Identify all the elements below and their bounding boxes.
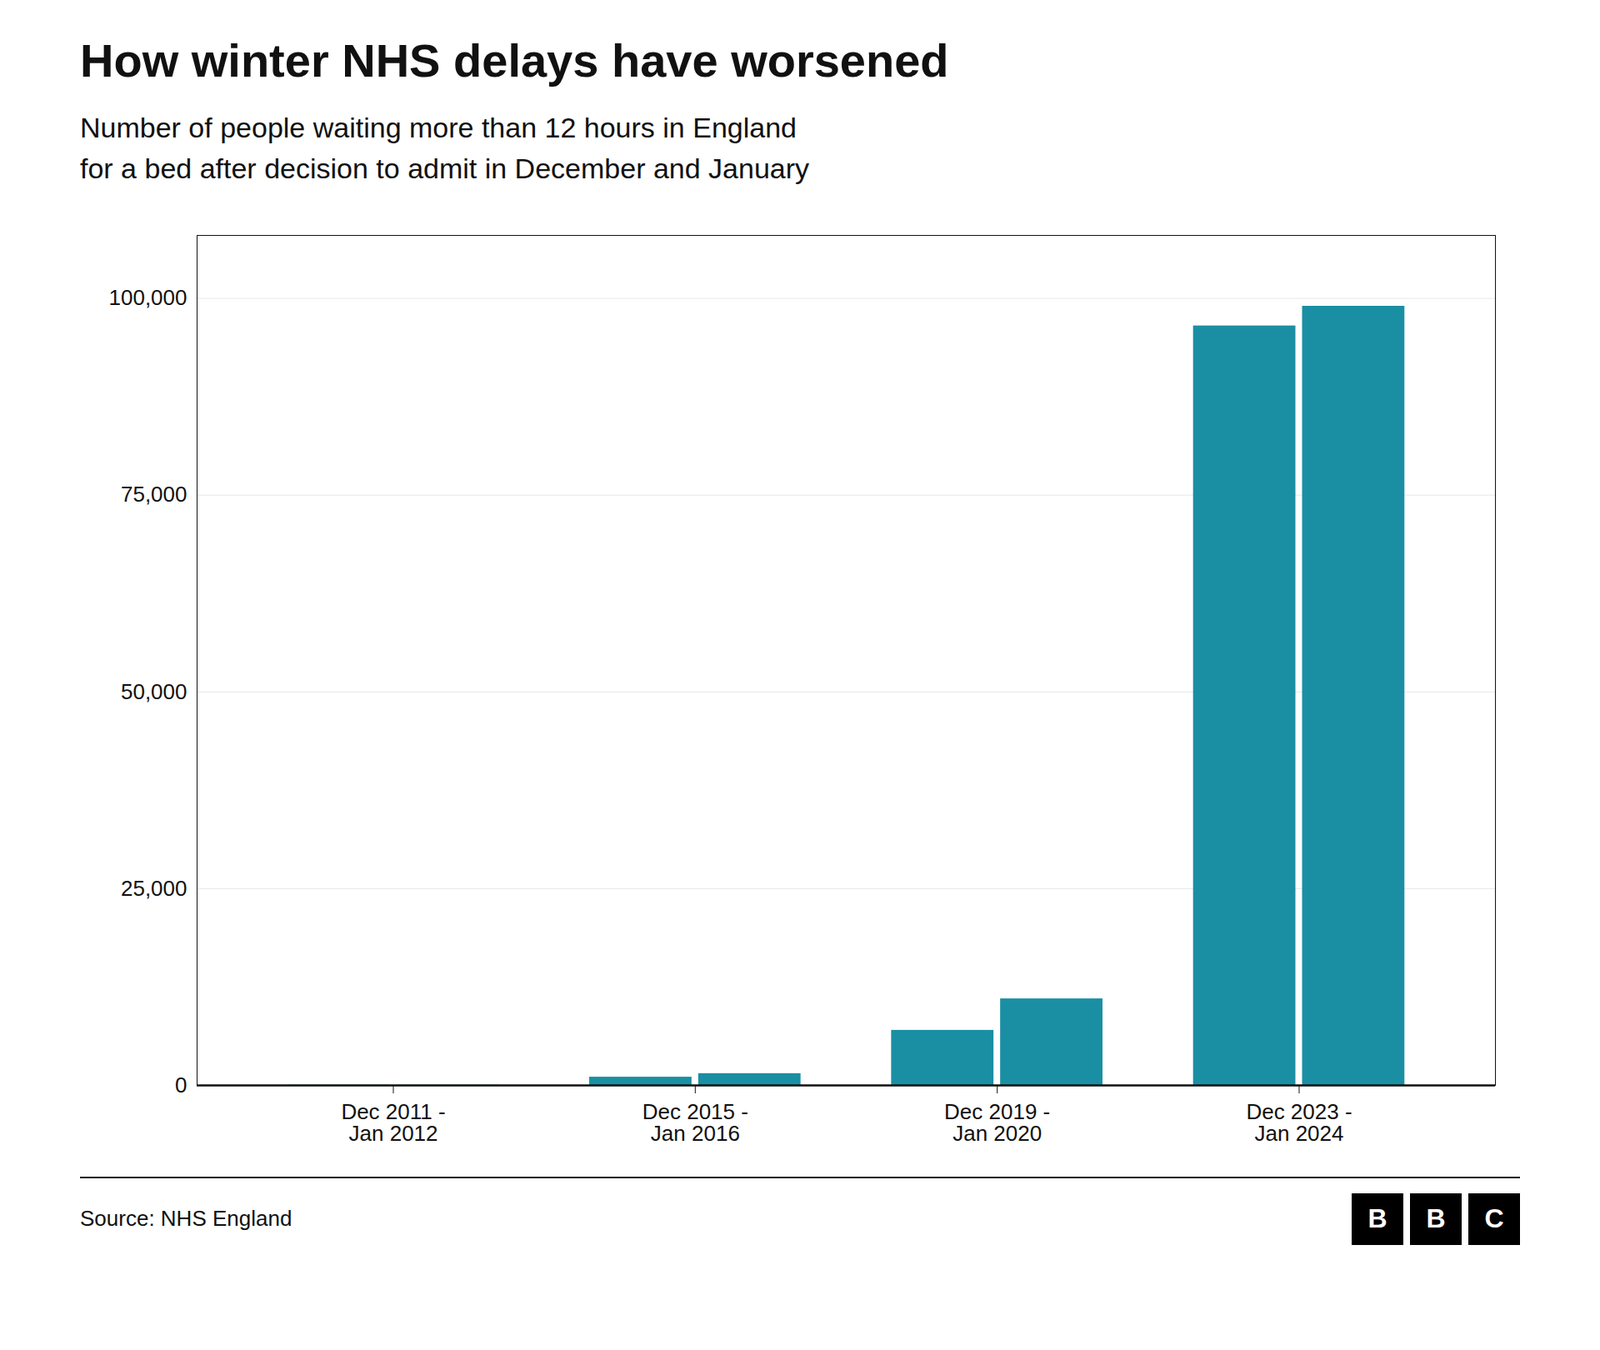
svg-text:50,000: 50,000 [120,678,188,704]
svg-text:Dec 2019 -Jan 2020: Dec 2019 -Jan 2020 [944,1099,1050,1146]
svg-text:75,000: 75,000 [120,481,188,507]
svg-text:Dec 2011 -Jan 2012: Dec 2011 -Jan 2012 [340,1099,445,1146]
svg-text:Dec 2015 -Jan 2016: Dec 2015 -Jan 2016 [642,1099,749,1146]
svg-text:Dec 2023 -Jan 2024: Dec 2023 -Jan 2024 [1245,1099,1352,1146]
html-text:B: B [1426,1203,1446,1234]
html-text:Source: NHS England: Source: NHS England [80,1205,292,1231]
svg-text:100,000: 100,000 [109,285,188,310]
svg-text:0: 0 [175,1071,187,1097]
html-text:Number of people waiting more: Number of people waiting more than 12 ho… [80,111,810,185]
html-text:C: C [1484,1203,1504,1234]
svg-text:25,000: 25,000 [120,875,188,900]
html-text:How winter NHS delays have wor: How winter NHS delays have worsened [80,34,949,87]
html-text:B: B [1367,1203,1388,1234]
